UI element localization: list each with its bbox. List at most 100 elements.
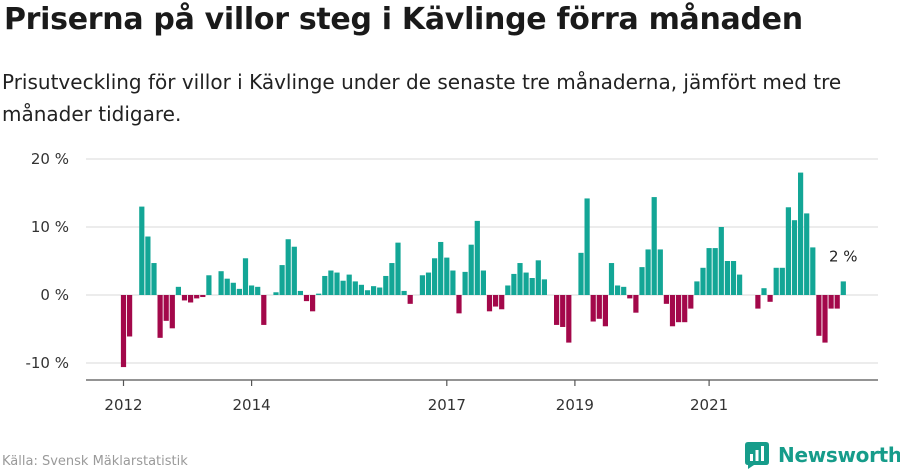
bar: [468, 244, 474, 295]
bar: [724, 261, 730, 295]
bar: [523, 272, 529, 295]
bar: [566, 295, 572, 343]
bar: [346, 274, 352, 295]
bar: [621, 286, 627, 295]
brand-logo: Newsworthy: [744, 440, 900, 470]
x-tick-label: 2021: [690, 396, 728, 414]
bar: [242, 258, 249, 295]
last-value-label: 2 %: [829, 247, 858, 265]
x-tick-label: 2012: [104, 396, 142, 414]
bar: [633, 295, 639, 313]
x-tick-label: 2017: [428, 396, 466, 414]
bar: [120, 295, 127, 368]
bar: [602, 295, 608, 327]
bar: [584, 198, 590, 295]
x-tick-label: 2019: [556, 396, 594, 414]
bar: [529, 278, 535, 295]
bar: [328, 270, 334, 295]
bar: [255, 286, 261, 295]
bar: [816, 295, 822, 336]
bar: [810, 247, 816, 295]
bar: [450, 270, 456, 295]
bar: [822, 295, 828, 343]
bar: [706, 248, 712, 295]
bar: [676, 295, 682, 323]
bar: [377, 287, 383, 295]
bar: [322, 275, 328, 295]
bar: [139, 206, 145, 295]
bar: [596, 295, 602, 319]
bar: [181, 295, 188, 301]
bar: [755, 295, 761, 309]
bar: [432, 258, 438, 295]
bar: [127, 295, 133, 337]
bar: [773, 267, 779, 295]
bar: [840, 281, 846, 295]
bar: [627, 295, 633, 299]
bar: [163, 295, 169, 321]
y-axis-tick-labels: 20 % 10 % 0 % -10 %: [25, 150, 69, 372]
bar: [364, 290, 371, 295]
bar: [279, 265, 285, 295]
bar: [145, 236, 151, 295]
bar: [303, 295, 310, 302]
bar: [798, 172, 804, 295]
bar: [560, 295, 566, 327]
y-tick-label: -10 %: [25, 354, 69, 372]
bar-series: [120, 172, 846, 368]
bar: [407, 295, 413, 304]
brand-name: Newsworthy: [778, 443, 900, 467]
bar: [419, 275, 425, 295]
bar: [395, 242, 401, 295]
bar: [682, 295, 688, 323]
y-tick-label: 20 %: [31, 150, 69, 168]
bar: [651, 197, 657, 295]
bar: [834, 295, 840, 309]
bar: [291, 246, 297, 295]
bar: [712, 248, 718, 295]
bar: [700, 267, 706, 295]
bar: [206, 275, 212, 295]
bar: [669, 295, 676, 327]
y-tick-label: 0 %: [40, 286, 69, 304]
bar: [688, 295, 694, 309]
bar: [511, 273, 517, 295]
bar: [480, 270, 486, 295]
bar: [694, 281, 700, 295]
source-note: Källa: Svensk Mäklarstatistik: [2, 454, 188, 469]
x-tick-label: 2014: [233, 396, 271, 414]
bar: [285, 239, 291, 295]
bar: [663, 295, 669, 304]
bar: [218, 271, 224, 295]
bar: [462, 271, 468, 295]
bar: [249, 285, 255, 295]
bar: [541, 279, 547, 295]
bar: [499, 295, 505, 310]
bar: [657, 249, 663, 295]
bar: [804, 213, 810, 295]
bar: [358, 284, 364, 295]
bar: [730, 261, 737, 295]
bar: [608, 263, 615, 295]
bar: [224, 278, 230, 295]
bar: [340, 280, 346, 295]
bar: [273, 292, 279, 295]
bar: [493, 295, 499, 307]
bar: [785, 207, 791, 295]
bar: [615, 285, 621, 295]
bar: [389, 263, 395, 295]
bar: [425, 272, 432, 295]
bar: [828, 295, 834, 309]
bar: [767, 295, 773, 302]
chart-title: Priserna på villor steg i Kävlinge förra…: [4, 2, 803, 37]
bar: [456, 295, 462, 314]
bar: [188, 295, 194, 303]
bar: [157, 295, 163, 338]
bar: [236, 288, 242, 295]
bar: [639, 267, 645, 295]
bar: [444, 257, 450, 295]
bar: [505, 285, 511, 295]
bar: [401, 290, 407, 295]
bar: [230, 282, 236, 295]
